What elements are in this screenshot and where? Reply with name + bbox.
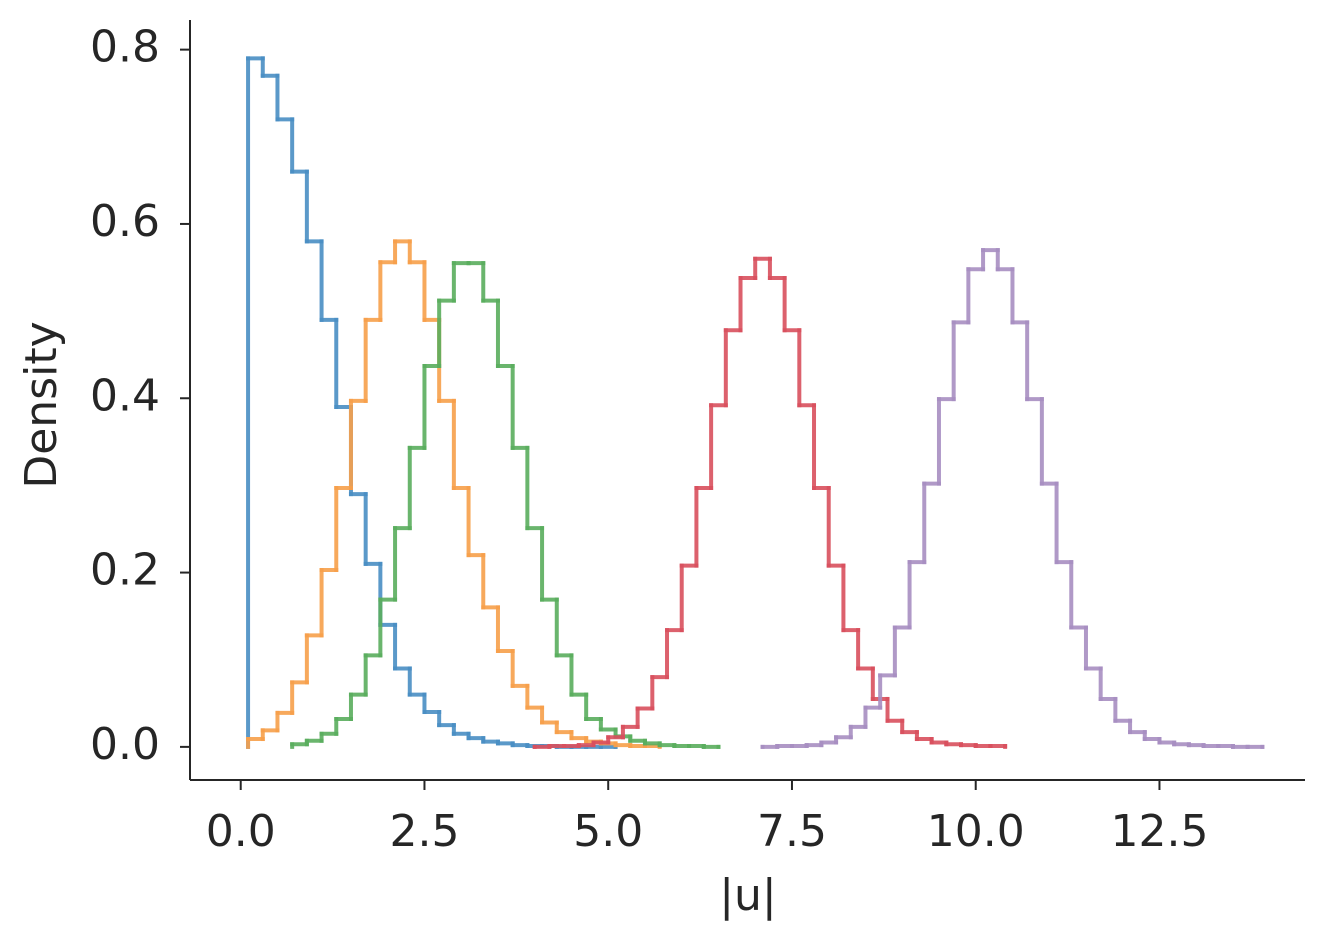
- x-tick-label: 10.0: [927, 806, 1025, 857]
- x-tick-label: 7.5: [757, 806, 827, 857]
- y-axis-label: Density: [16, 321, 67, 488]
- x-axis-label: |u|: [719, 870, 777, 921]
- x-tick-label: 2.5: [389, 806, 459, 857]
- y-tick-label: 0.8: [90, 22, 160, 73]
- y-tick-label: 0.4: [90, 370, 160, 421]
- y-tick-label: 0.0: [90, 719, 160, 770]
- y-tick-label: 0.6: [90, 196, 160, 247]
- x-tick-label: 5.0: [573, 806, 643, 857]
- x-tick-label: 0.0: [206, 806, 276, 857]
- x-tick-label: 12.5: [1110, 806, 1208, 857]
- y-tick-label: 0.2: [90, 545, 160, 596]
